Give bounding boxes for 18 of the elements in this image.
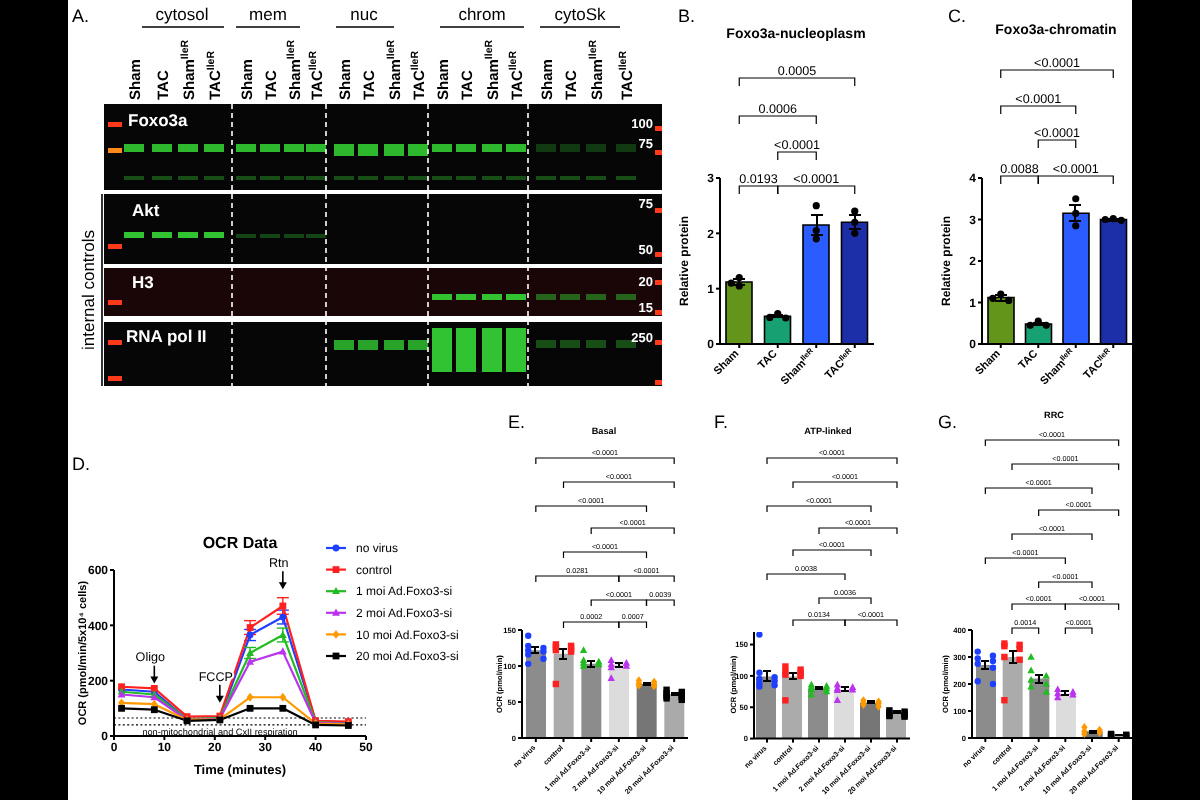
text: D. xyxy=(72,454,90,474)
text: Akt xyxy=(132,200,160,220)
text: cytoSk xyxy=(554,4,607,24)
text: H3 xyxy=(132,272,155,292)
text: C. xyxy=(948,6,966,26)
text: Foxo3a xyxy=(128,110,189,130)
text: E. xyxy=(508,412,526,432)
text: F. xyxy=(714,412,729,432)
text: B. xyxy=(678,6,696,26)
text: internal controls xyxy=(78,229,98,351)
text: G. xyxy=(938,412,958,432)
text: A. xyxy=(72,6,90,26)
text: RNA pol II xyxy=(126,326,207,346)
text: mem xyxy=(249,4,287,24)
chart-title: OCR Data xyxy=(202,534,279,552)
text: cytosol xyxy=(155,4,209,24)
text: nuc xyxy=(350,4,380,24)
text: chrom xyxy=(458,4,506,24)
